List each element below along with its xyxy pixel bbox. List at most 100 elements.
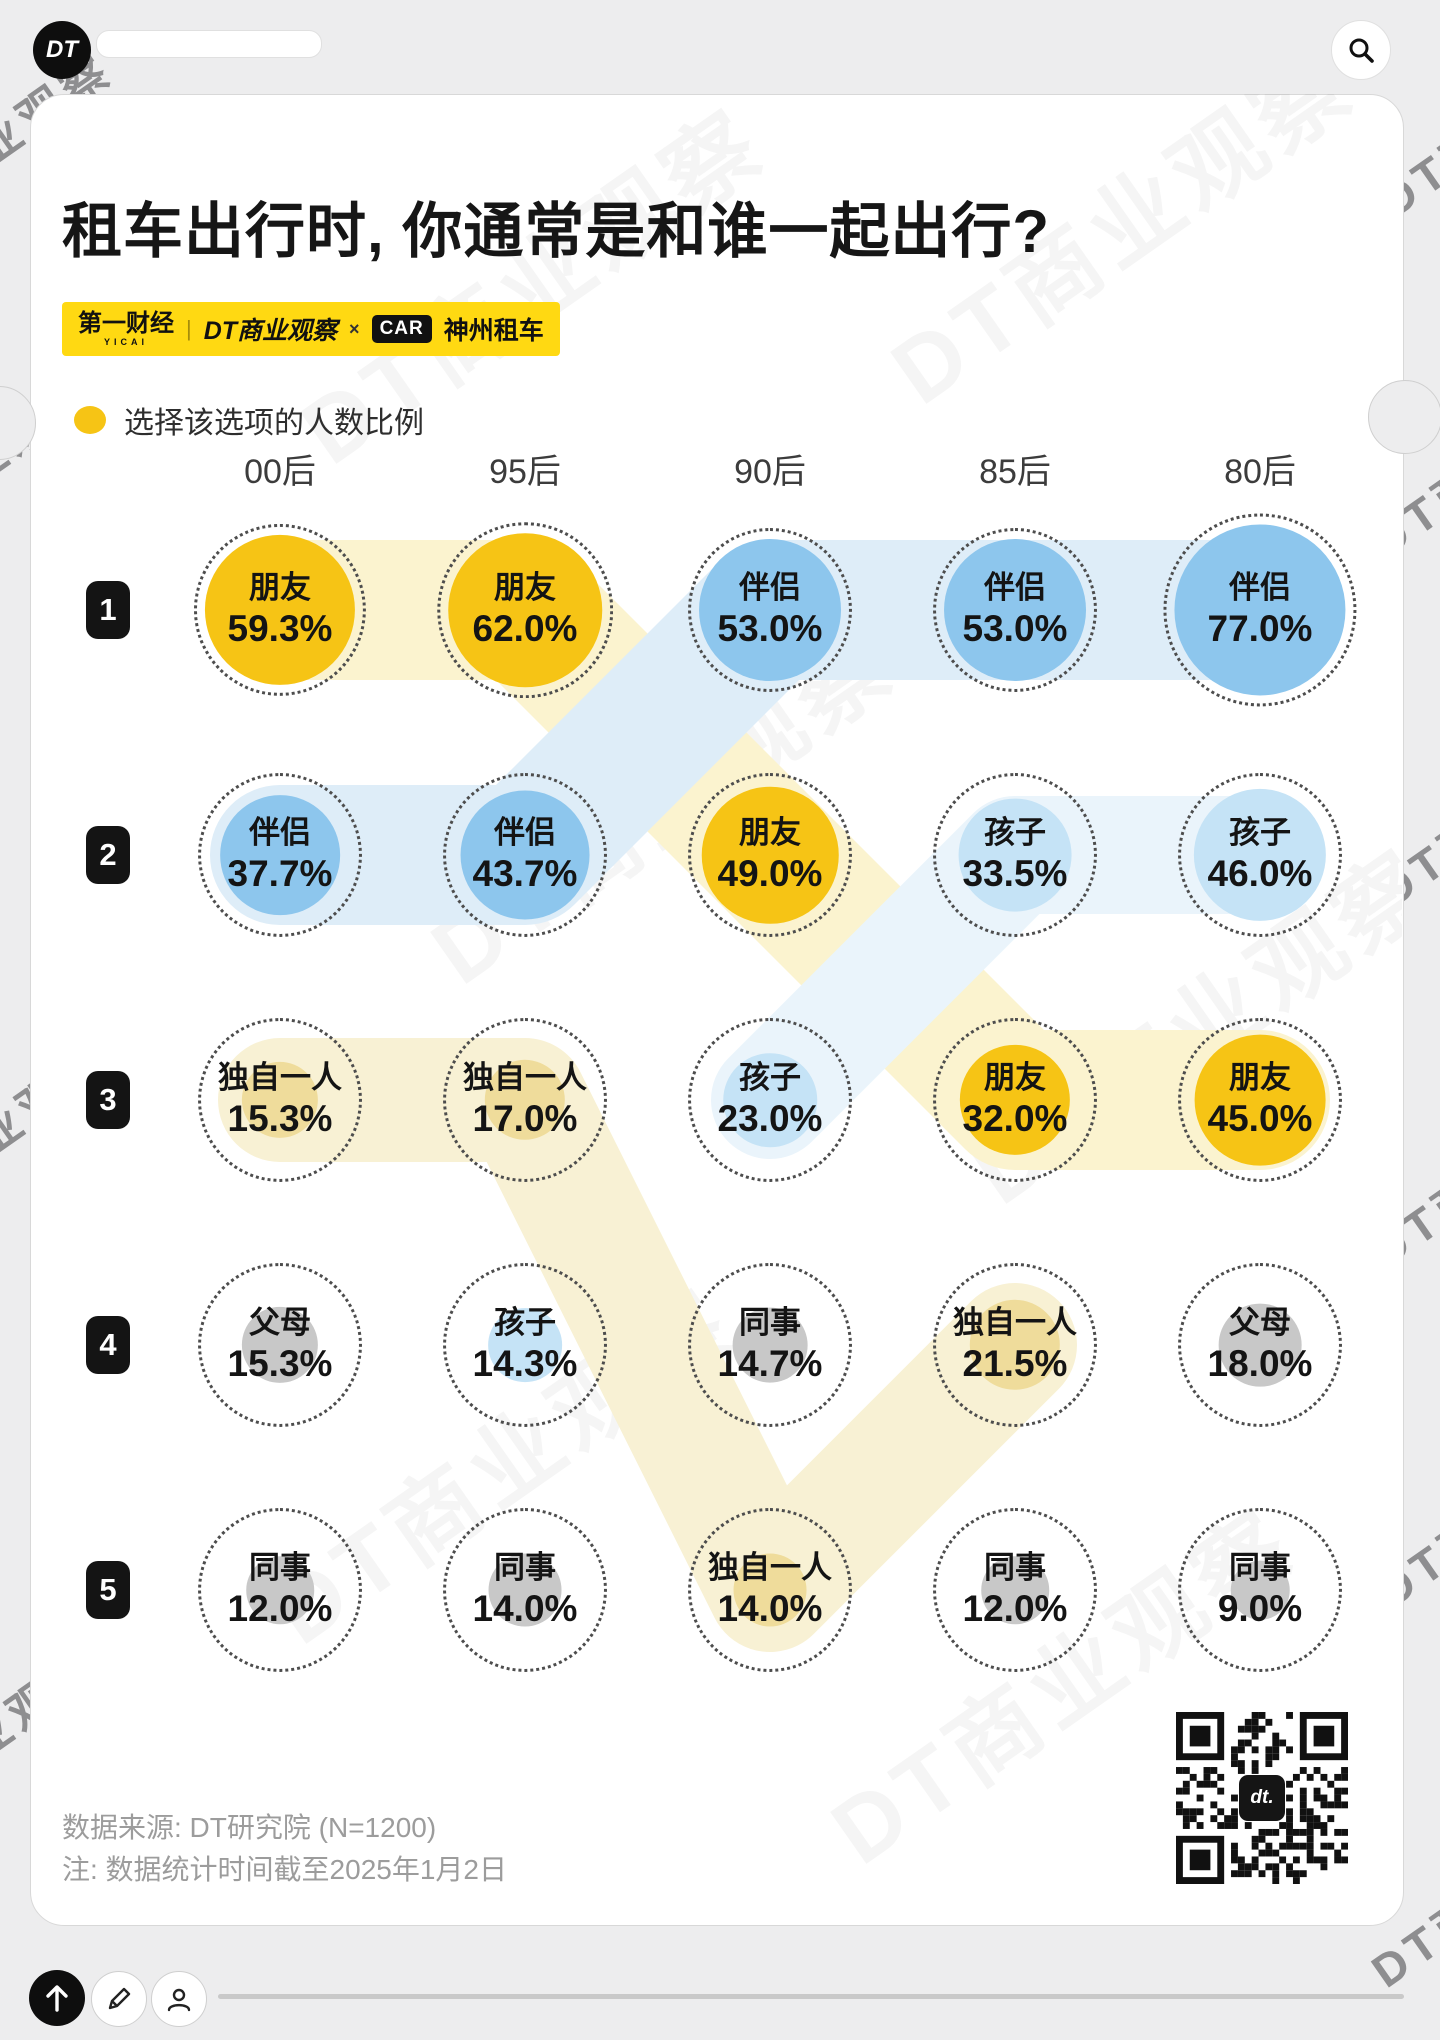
rank-badge-5: 5 [86, 1561, 130, 1619]
search-pill[interactable] [96, 30, 322, 58]
bubble-text: 同事 14.0% [473, 1549, 578, 1631]
qr-pattern [1176, 1712, 1348, 1884]
data-note-line: 注: 数据统计时间截至2025年1月2日 [62, 1854, 507, 1885]
chart-bubble-r3-c1: 独自一人 15.3% [185, 1005, 375, 1195]
qr-code: dt. [1176, 1712, 1348, 1884]
brand-times: × [349, 318, 360, 339]
chart-bubble-r2-c3: 朋友 49.0% [675, 760, 865, 950]
bubble-value: 77.0% [1207, 608, 1313, 649]
comment-button[interactable] [91, 1971, 147, 2027]
chart-bubble-r4-c5: 父母 18.0% [1165, 1250, 1355, 1440]
chart-bubble-r3-c5: 朋友 45.0% [1165, 1005, 1355, 1195]
bubble-text: 朋友 62.0% [473, 569, 578, 651]
bubble-value: 14.0% [717, 1588, 823, 1629]
rank-badge-3: 3 [86, 1071, 130, 1129]
bubble-text: 朋友 32.0% [963, 1059, 1068, 1141]
chart-bubble-r4-c1: 父母 15.3% [185, 1250, 375, 1440]
bubble-label: 朋友 [1228, 1060, 1291, 1095]
bubble-label: 孩子 [983, 815, 1046, 850]
magnifier-icon [1349, 38, 1374, 63]
dashed-circle [1178, 1508, 1342, 1672]
chart-bubble-r3-c4: 朋友 32.0% [920, 1005, 1110, 1195]
yicai-logo-text: 第一财经 [78, 309, 174, 337]
bubble-value: 14.0% [472, 1588, 578, 1629]
bubble-value: 12.0% [962, 1588, 1068, 1629]
bubble-text: 伴侣 43.7% [473, 814, 578, 896]
car-logo: CAR [371, 315, 432, 343]
bubble-text: 独自一人 21.5% [953, 1304, 1077, 1386]
scroll-top-button[interactable] [29, 1970, 85, 2026]
chart-bubble-r3-c3: 孩子 23.0% [675, 1005, 865, 1195]
rank-badge-1: 1 [86, 581, 130, 639]
bottom-progress-line[interactable] [218, 1994, 1404, 1999]
bubble-label: 朋友 [983, 1060, 1046, 1095]
bubble-value: 21.5% [962, 1343, 1068, 1384]
bubble-label: 伴侣 [983, 570, 1046, 605]
brand-bar: 第一财经 YICAI | DT商业观察 × CAR 神州租车 [62, 302, 560, 356]
bubble-label: 独自一人 [708, 1550, 832, 1585]
bubble-value: 53.0% [717, 608, 823, 649]
bubble-value: 32.0% [962, 1098, 1068, 1139]
data-source-line: 数据来源: DT研究院 (N=1200) [62, 1812, 437, 1843]
card-right-notch [1368, 380, 1440, 454]
bubble-label: 孩子 [738, 1060, 801, 1095]
bubble-label: 伴侣 [1228, 570, 1291, 605]
legend-dot-icon [74, 406, 106, 434]
bubble-label: 伴侣 [738, 570, 801, 605]
bubble-value: 45.0% [1207, 1098, 1313, 1139]
app-logo[interactable]: DT [33, 21, 91, 79]
bubble-text: 同事 12.0% [228, 1549, 333, 1631]
bubble-label: 伴侣 [493, 815, 556, 850]
bubble-label: 同事 [983, 1550, 1046, 1585]
pencil-icon [108, 1987, 131, 2010]
up-arrow-icon [46, 1985, 68, 2012]
bubble-value: 53.0% [962, 608, 1068, 649]
search-button[interactable] [1331, 20, 1391, 80]
bubble-text: 孩子 33.5% [963, 814, 1068, 896]
page-title: 租车出行时, 你通常是和谁一起出行? [62, 198, 1050, 265]
bubble-value: 49.0% [717, 853, 823, 894]
brand-separator: | [186, 316, 192, 341]
bubble-text: 伴侣 37.7% [228, 814, 333, 896]
bubble-label: 父母 [248, 1305, 311, 1340]
bubble-text: 孩子 14.3% [473, 1304, 578, 1386]
bubble-text: 朋友 49.0% [718, 814, 823, 896]
legend-label: 选择该选项的人数比例 [124, 407, 424, 440]
column-header-90后: 90后 [734, 453, 806, 491]
person-icon [167, 1988, 191, 2012]
bubble-value: 14.7% [717, 1343, 823, 1384]
value-bubble [1230, 1560, 1290, 1620]
bubble-label: 同事 [1229, 1550, 1291, 1585]
bubble-value: 23.0% [717, 1098, 823, 1139]
chart-bubble-r4-c4: 独自一人 21.5% [920, 1250, 1110, 1440]
chart-bubble-r2-c1: 伴侣 37.7% [185, 760, 375, 950]
bubble-label: 伴侣 [248, 815, 311, 850]
bubble-label: 朋友 [248, 570, 311, 605]
chart-bubble-r3-c2: 独自一人 17.0% [430, 1005, 620, 1195]
bubble-text: 朋友 45.0% [1208, 1059, 1313, 1141]
bubble-label: 独自一人 [953, 1305, 1077, 1340]
chart-bubble-r4-c2: 孩子 14.3% [430, 1250, 620, 1440]
bubble-value: 43.7% [472, 853, 578, 894]
bubble-text: 独自一人 15.3% [218, 1059, 342, 1141]
bubble-label: 同事 [493, 1550, 556, 1585]
bubble-text: 孩子 23.0% [718, 1059, 823, 1141]
dashed-circle [1178, 1263, 1342, 1427]
value-bubble [1218, 1303, 1302, 1387]
bubble-label: 孩子 [1228, 815, 1291, 850]
bubble-value: 37.7% [227, 853, 333, 894]
rank-badge-4: 4 [86, 1316, 130, 1374]
bubble-value: 59.3% [227, 608, 333, 649]
chart-bubble-r4-c3: 同事 14.7% [675, 1250, 865, 1440]
chart-bubble-r5-c1: 同事 12.0% [185, 1495, 375, 1685]
profile-button[interactable] [151, 1971, 207, 2027]
bubble-text: 朋友 59.3% [228, 569, 333, 651]
column-header-85后: 85后 [979, 453, 1051, 491]
bubble-label: 朋友 [738, 815, 801, 850]
bubble-value: 62.0% [472, 608, 578, 649]
legend: 选择该选项的人数比例 [74, 398, 424, 442]
bubble-text: 伴侣 77.0% [1208, 569, 1313, 651]
bubble-text: 孩子 46.0% [1208, 814, 1313, 896]
bubble-label: 独自一人 [218, 1060, 342, 1095]
